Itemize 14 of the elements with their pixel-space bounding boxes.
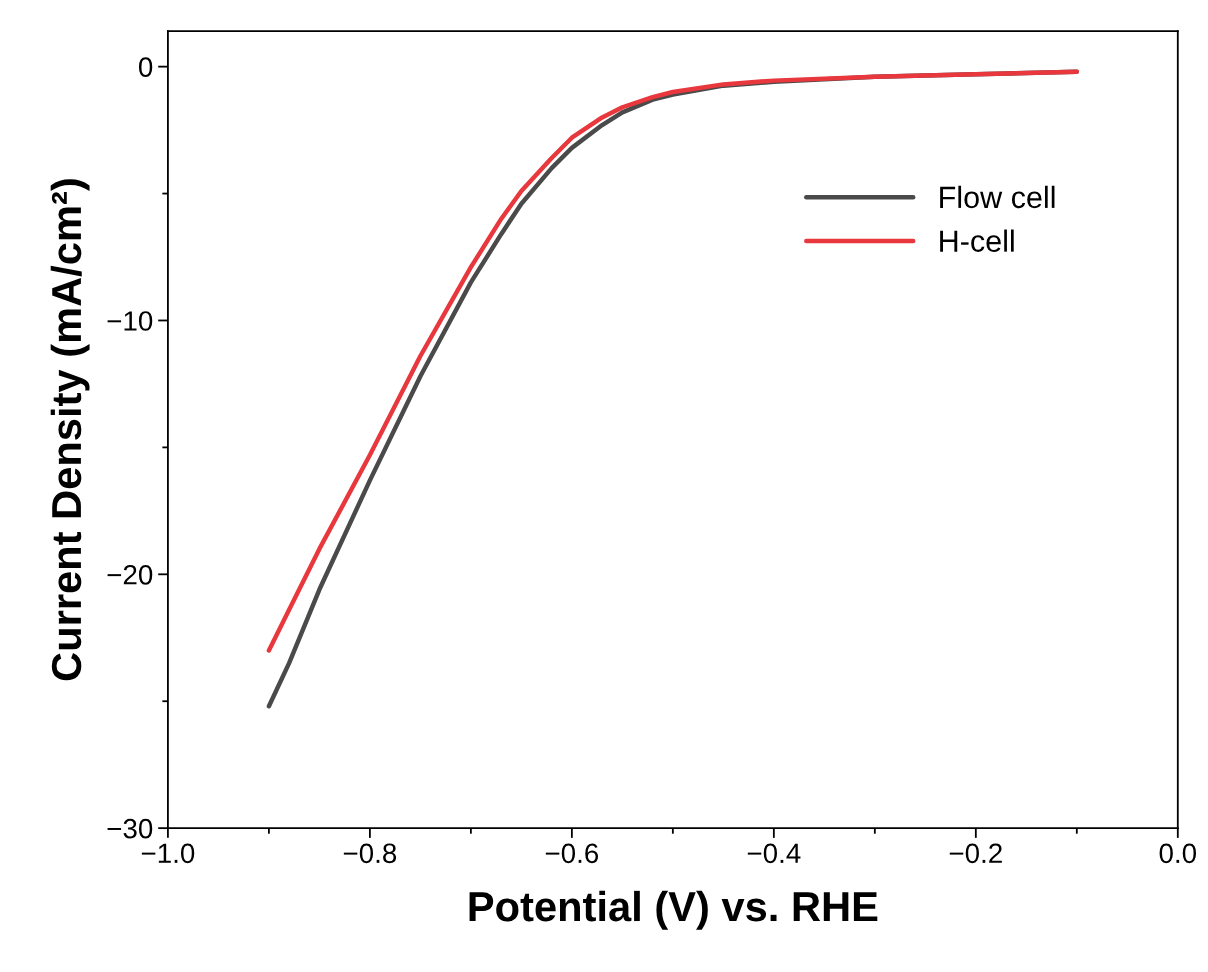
- legend-label: Flow cell: [940, 185, 1055, 209]
- x-axis-title: Potential (V) vs. RHE: [469, 890, 878, 930]
- x-tick-label: −0.8: [343, 843, 397, 864]
- x-tick-label: 0.0: [1159, 843, 1197, 864]
- y-tick-label: −20: [107, 564, 153, 585]
- x-tick-label: −0.2: [949, 843, 1002, 864]
- x-tick-label: −0.4: [747, 843, 801, 864]
- x-tick-label: −1.0: [141, 843, 195, 864]
- y-tick-label: −30: [107, 818, 153, 839]
- y-axis-title: Current Density (mA/cm²): [50, 179, 90, 681]
- y-tick-label: 0: [138, 57, 153, 77]
- y-tick-label: −10: [107, 311, 153, 331]
- x-tick-label: −0.6: [545, 843, 599, 864]
- legend-label: H-cell: [940, 229, 1014, 252]
